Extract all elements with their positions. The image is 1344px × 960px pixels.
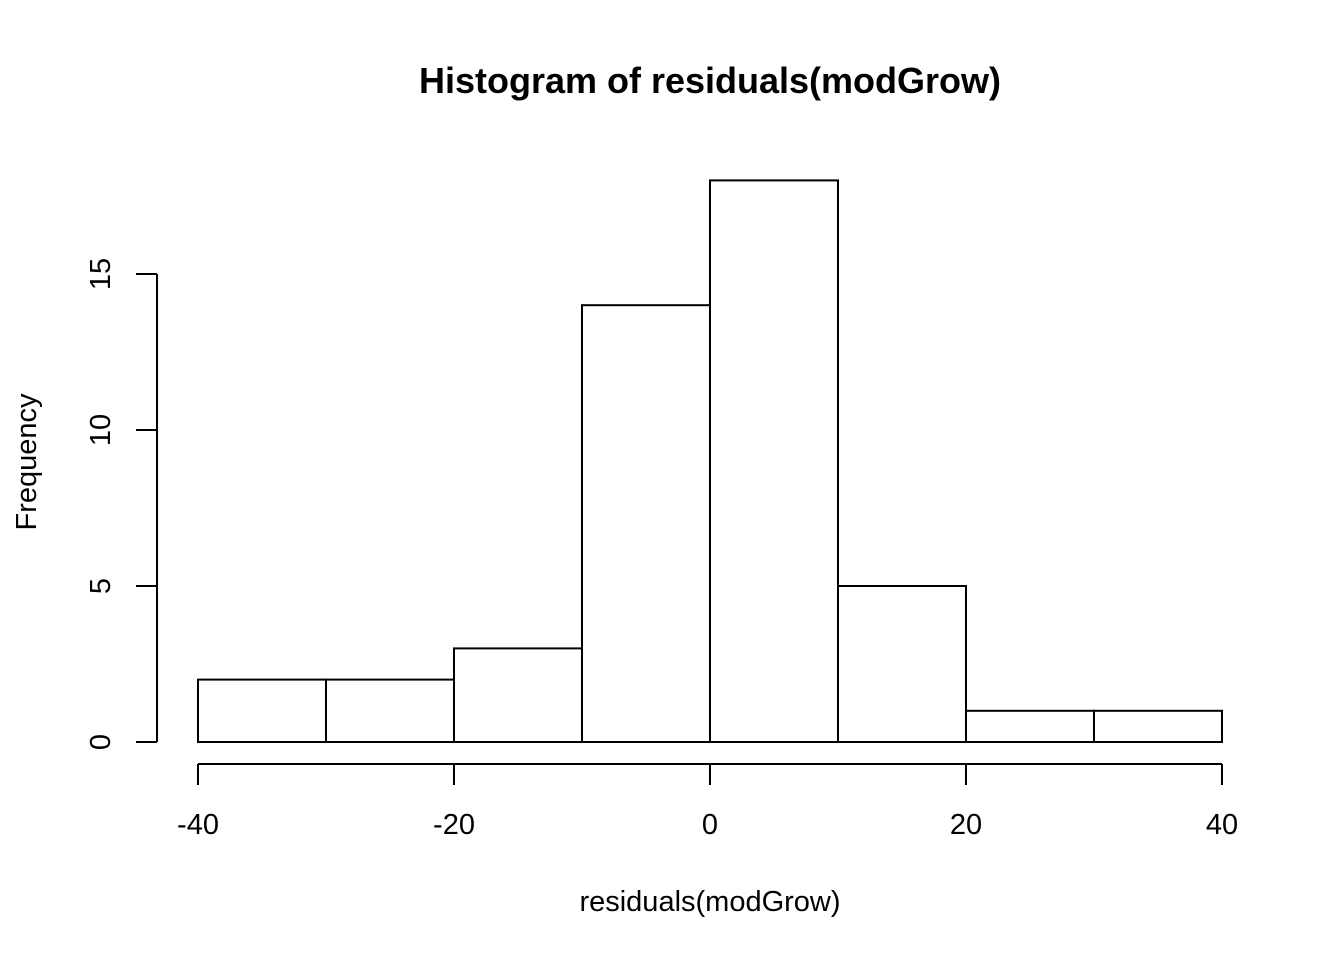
y-tick-label: 10: [85, 414, 117, 446]
histogram-bar: [453, 647, 583, 744]
y-tick-label: 15: [85, 258, 117, 290]
histogram-bar: [197, 678, 327, 743]
histogram-bar: [965, 709, 1095, 743]
x-axis-label: residuals(modGrow): [579, 886, 840, 918]
histogram-bar: [581, 304, 711, 743]
histogram-bar: [325, 678, 455, 743]
histogram-bar: [709, 179, 839, 743]
y-axis-label: Frequency: [11, 393, 43, 531]
x-tick-label: 20: [950, 809, 982, 841]
chart-title: Histogram of residuals(modGrow): [419, 60, 1001, 101]
bars-group: [197, 179, 1223, 744]
x-axis: -40 -20 0 20 40: [177, 763, 1238, 841]
x-tick-label: 40: [1206, 809, 1238, 841]
x-tick-label: -40: [177, 809, 219, 841]
y-axis: 0 5 10 15: [85, 258, 158, 750]
x-tick-label: 0: [702, 809, 718, 841]
x-tick-label: -20: [433, 809, 475, 841]
histogram-bar: [837, 585, 967, 743]
histogram-bar: [1093, 709, 1223, 743]
y-tick-label: 0: [85, 734, 117, 750]
y-tick-label: 5: [85, 578, 117, 594]
